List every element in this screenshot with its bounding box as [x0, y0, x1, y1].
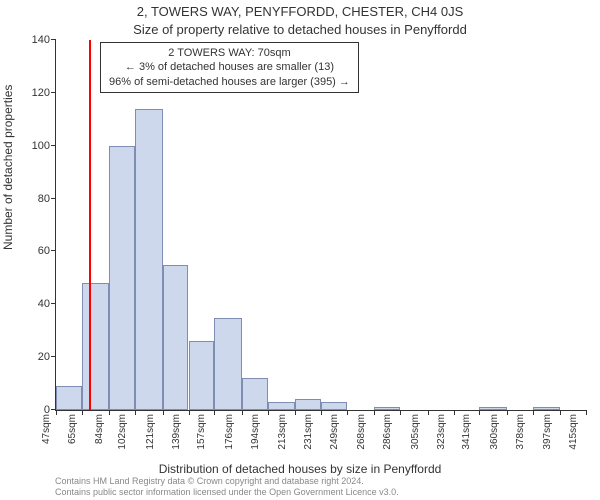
- x-tick-mark: [479, 410, 480, 415]
- histogram-bar: [163, 265, 189, 410]
- x-tick-label: 360sqm: [489, 414, 500, 450]
- y-tick-mark: [51, 303, 56, 304]
- x-tick-label: 65sqm: [67, 414, 78, 444]
- credits: Contains HM Land Registry data © Crown c…: [55, 476, 399, 498]
- property-marker-line: [89, 40, 91, 410]
- x-tick-label: 415sqm: [568, 414, 579, 450]
- x-tick-label: 157sqm: [197, 414, 208, 450]
- x-tick-label: 231sqm: [303, 414, 314, 450]
- x-tick-mark: [560, 410, 561, 415]
- x-tick-label: 139sqm: [171, 414, 182, 450]
- histogram-bar: [479, 407, 506, 410]
- chart-subtitle: Size of property relative to detached ho…: [0, 22, 600, 37]
- histogram-bar: [533, 407, 560, 410]
- x-tick-mark: [109, 410, 110, 415]
- x-tick-mark: [347, 410, 348, 415]
- x-tick-mark: [242, 410, 243, 415]
- histogram-bar: [242, 378, 268, 410]
- x-tick-label: 102sqm: [117, 414, 128, 450]
- histogram-bar: [268, 402, 295, 410]
- histogram-bar: [189, 341, 215, 410]
- x-tick-mark: [533, 410, 534, 415]
- y-tick-mark: [51, 92, 56, 93]
- y-tick-label: 40: [38, 298, 50, 310]
- x-tick-mark: [163, 410, 164, 415]
- bars-group: [56, 40, 586, 410]
- y-tick-mark: [51, 145, 56, 146]
- legend-line-3: 96% of semi-detached houses are larger (…: [109, 75, 350, 89]
- x-tick-mark: [214, 410, 215, 415]
- histogram-bar: [295, 399, 321, 410]
- x-tick-mark: [454, 410, 455, 415]
- histogram-bar: [374, 407, 400, 410]
- plot-area: 02040608010012014047sqm65sqm84sqm102sqm1…: [55, 40, 586, 411]
- legend-box: 2 TOWERS WAY: 70sqm ← 3% of detached hou…: [100, 42, 359, 93]
- y-tick-mark: [51, 250, 56, 251]
- x-tick-label: 268sqm: [356, 414, 367, 450]
- x-tick-mark: [428, 410, 429, 415]
- y-tick-label: 120: [32, 87, 50, 99]
- y-tick-label: 140: [32, 34, 50, 46]
- x-tick-label: 249sqm: [329, 414, 340, 450]
- x-tick-mark: [400, 410, 401, 415]
- y-tick-mark: [51, 356, 56, 357]
- x-tick-mark: [268, 410, 269, 415]
- legend-line-1: 2 TOWERS WAY: 70sqm: [109, 46, 350, 60]
- x-tick-mark: [135, 410, 136, 415]
- x-tick-mark: [586, 410, 587, 415]
- x-tick-label: 323sqm: [436, 414, 447, 450]
- x-tick-mark: [507, 410, 508, 415]
- credits-line-1: Contains HM Land Registry data © Crown c…: [55, 476, 399, 487]
- histogram-bar: [82, 283, 109, 410]
- histogram-bar: [56, 386, 82, 410]
- y-tick-mark: [51, 198, 56, 199]
- histogram-bar: [109, 146, 135, 410]
- x-tick-label: 213sqm: [277, 414, 288, 450]
- x-tick-label: 84sqm: [94, 414, 105, 444]
- y-tick-label: 60: [38, 245, 50, 257]
- x-tick-label: 305sqm: [410, 414, 421, 450]
- x-tick-label: 47sqm: [41, 414, 52, 444]
- x-tick-label: 194sqm: [250, 414, 261, 450]
- x-tick-mark: [295, 410, 296, 415]
- histogram-bar: [321, 402, 347, 410]
- y-tick-label: 20: [38, 351, 50, 363]
- x-tick-label: 341sqm: [462, 414, 473, 450]
- x-tick-label: 176sqm: [224, 414, 235, 450]
- legend-line-2: ← 3% of detached houses are smaller (13): [109, 60, 350, 74]
- x-tick-label: 378sqm: [515, 414, 526, 450]
- x-tick-label: 121sqm: [145, 414, 156, 450]
- x-tick-mark: [56, 410, 57, 415]
- y-axis-label: Number of detached properties: [1, 85, 15, 250]
- chart-container: 2, TOWERS WAY, PENYFFORDD, CHESTER, CH4 …: [0, 0, 600, 500]
- x-tick-mark: [374, 410, 375, 415]
- x-tick-label: 397sqm: [542, 414, 553, 450]
- histogram-bar: [214, 318, 241, 411]
- x-tick-label: 286sqm: [382, 414, 393, 450]
- y-tick-mark: [51, 39, 56, 40]
- x-tick-mark: [321, 410, 322, 415]
- x-tick-mark: [82, 410, 83, 415]
- x-axis-label: Distribution of detached houses by size …: [0, 462, 600, 476]
- x-tick-mark: [189, 410, 190, 415]
- address-title: 2, TOWERS WAY, PENYFFORDD, CHESTER, CH4 …: [0, 4, 600, 19]
- histogram-bar: [135, 109, 162, 410]
- y-tick-label: 80: [38, 193, 50, 205]
- credits-line-2: Contains public sector information licen…: [55, 487, 399, 498]
- y-tick-label: 100: [32, 140, 50, 152]
